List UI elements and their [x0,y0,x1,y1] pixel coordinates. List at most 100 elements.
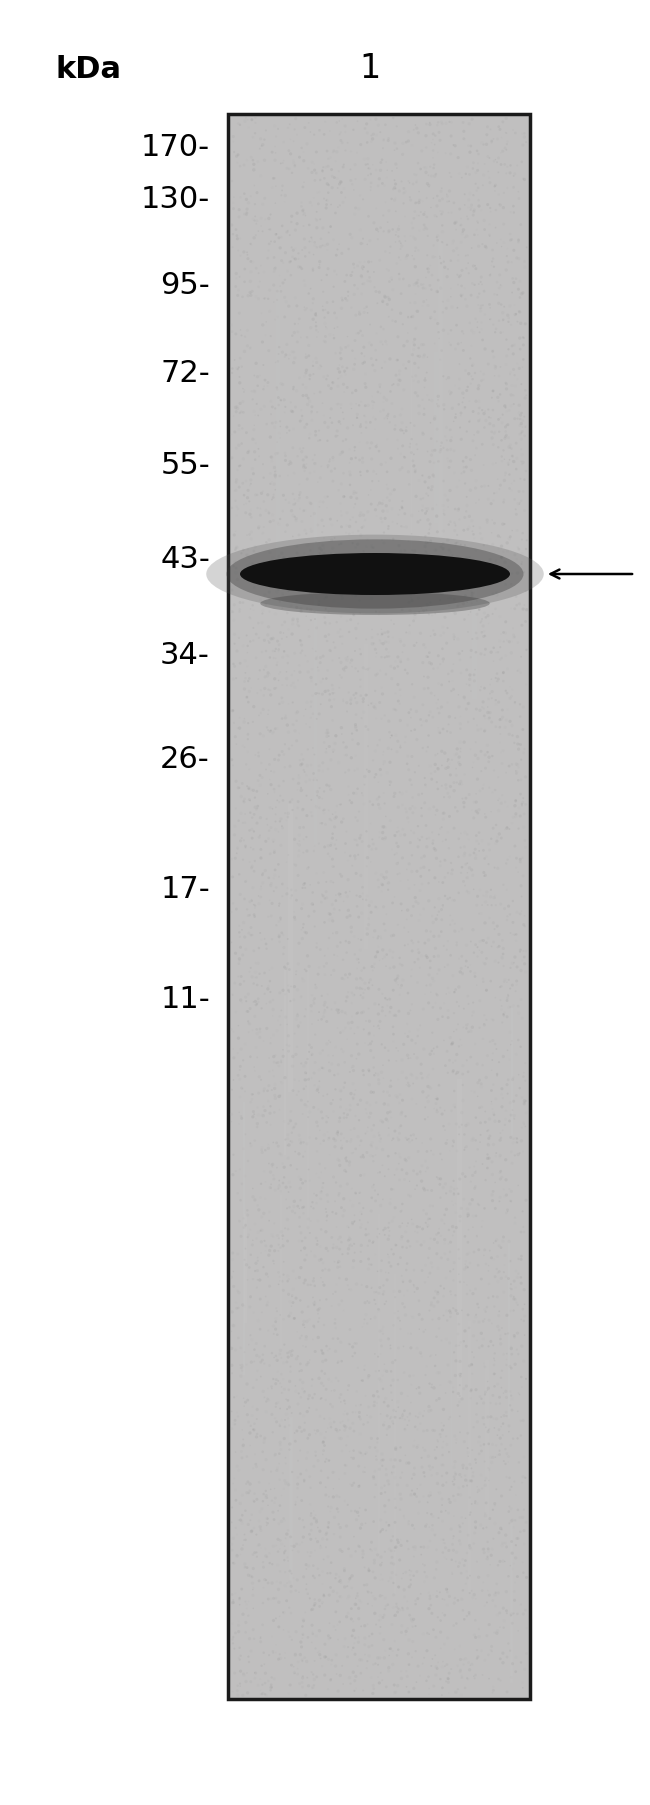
Point [358,688,369,717]
Point [447,542,458,570]
Point [501,706,512,735]
Point [502,1004,512,1032]
Point [463,825,474,854]
Point [380,1637,391,1666]
Point [343,1213,354,1242]
Point [393,971,403,1000]
Point [328,646,338,675]
Point [474,1334,484,1363]
Point [413,383,423,412]
Point [454,1260,464,1289]
Point [274,262,285,291]
Point [506,594,516,623]
Point [296,1236,306,1265]
Point [300,758,310,787]
Point [404,1401,415,1430]
Point [408,170,419,199]
Point [521,1563,532,1592]
Point [326,511,337,540]
Point [315,1233,326,1262]
Point [362,1117,372,1146]
Point [279,740,289,769]
Point [346,262,356,291]
Point [520,834,530,863]
Point [486,639,497,668]
Point [363,1393,374,1422]
Point [410,1217,421,1245]
Point [368,534,378,563]
Point [229,347,240,375]
Point [358,1543,368,1572]
Point [343,964,353,993]
Point [493,1258,503,1287]
Point [425,753,436,782]
Point [379,384,389,413]
Point [329,314,339,343]
Point [437,1004,448,1032]
Point [331,1597,341,1626]
Point [482,693,493,722]
Point [500,462,510,491]
Point [332,1495,343,1523]
Point [270,190,281,218]
Point [254,883,264,912]
Point [396,417,406,446]
Point [471,1301,481,1330]
Point [374,1280,384,1309]
Point [510,1569,520,1597]
Point [406,771,417,800]
Point [257,971,267,1000]
Point [254,513,265,542]
Point [359,1570,369,1599]
Point [497,543,507,572]
Point [495,1514,506,1543]
Point [462,931,472,960]
Point [422,1206,433,1235]
Point [389,1458,399,1487]
Point [272,1016,282,1045]
Point [387,1637,398,1666]
Point [455,1531,465,1560]
Point [226,1397,237,1426]
Point [291,1531,302,1560]
Point [488,1587,498,1615]
Point [255,762,265,791]
Point [228,552,239,581]
Point [388,105,398,134]
Point [384,1567,394,1596]
Point [471,217,482,245]
Point [307,1040,317,1069]
Point [340,137,350,166]
Point [283,1547,293,1576]
Point [476,738,486,767]
Point [278,269,288,298]
Point [318,664,328,693]
Point [454,879,464,908]
Point [441,935,452,964]
Point [314,255,324,283]
Point [349,1677,359,1706]
Point [341,1103,352,1132]
Point [281,623,292,652]
Point [389,783,399,812]
Point [486,130,497,159]
Point [397,1458,408,1487]
Point [396,1379,407,1408]
Point [226,1108,237,1137]
Point [302,751,313,780]
Point [285,1097,296,1126]
Point [503,1630,514,1659]
Point [360,1509,370,1538]
Point [294,365,305,393]
Point [363,1556,374,1585]
Point [520,384,530,413]
Point [303,1087,313,1115]
Point [268,289,279,318]
Point [275,1525,285,1554]
Point [313,1300,323,1328]
Point [231,1294,242,1323]
Point [330,1314,341,1343]
Point [389,1002,399,1031]
Point [245,787,255,816]
Point [379,518,389,547]
